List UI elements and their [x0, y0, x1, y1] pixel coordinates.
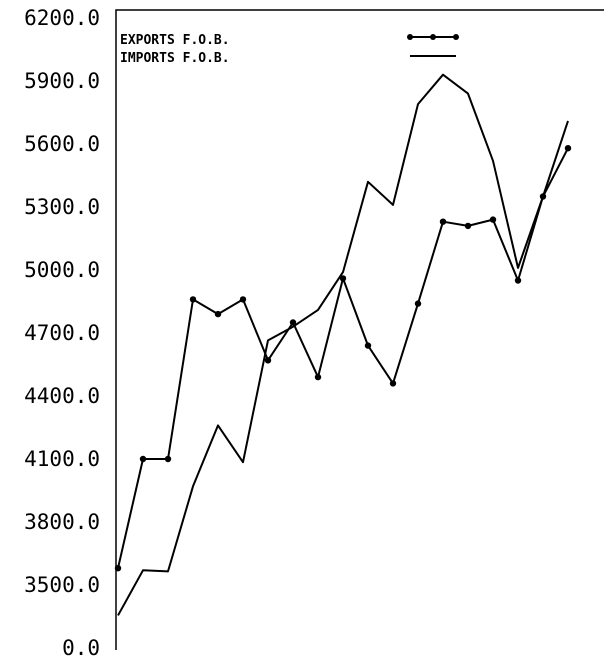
data-point-exports: [464, 222, 472, 230]
data-point-exports: [389, 380, 397, 387]
y-tick-label: 5000.0: [24, 258, 100, 282]
y-tick-label: 3800.0: [24, 510, 100, 534]
data-point-exports: [339, 275, 347, 282]
y-tick-label: 4400.0: [24, 384, 100, 408]
series-layer: [114, 73, 572, 616]
data-point-exports: [189, 296, 197, 303]
data-point-exports: [264, 357, 272, 364]
data-point-exports: [164, 455, 172, 463]
y-tick-label: 5900.0: [24, 69, 100, 93]
y-tick-label: 6200.0: [24, 6, 100, 30]
data-point-exports: [439, 218, 447, 225]
data-point-exports: [414, 300, 422, 307]
legend-label-exports: EXPORTS F.O.B.: [120, 33, 230, 48]
data-point-exports: [289, 319, 297, 326]
y-tick-label: 5300.0: [24, 195, 100, 219]
y-tick-label: 5600.0: [24, 132, 100, 156]
plot-frame: [115, 9, 604, 650]
y-tick-label: 0.0: [62, 636, 100, 657]
data-point-exports: [239, 296, 247, 303]
data-point-exports: [314, 373, 322, 381]
series-line-exports: [117, 147, 569, 569]
data-point-exports: [489, 216, 497, 223]
legend: EXPORTS F.O.B. IMPORTS F.O.B.: [120, 33, 459, 66]
data-point-exports: [214, 310, 222, 318]
legend-swatch-exports: [407, 34, 459, 40]
y-axis-tick-labels: 6200.0 5900.0 5600.0 5300.0 5000.0 4700.0 4400…: [24, 6, 100, 657]
series-line-imports: [117, 73, 569, 616]
data-point-exports: [114, 565, 122, 572]
data-point-exports: [364, 342, 372, 349]
legend-marker-exports: [453, 34, 459, 40]
data-point-exports: [514, 277, 522, 284]
data-point-exports: [139, 455, 147, 463]
y-tick-label: 4100.0: [24, 447, 100, 471]
legend-label-imports: IMPORTS F.O.B.: [120, 51, 230, 66]
y-tick-label: 3500.0: [24, 573, 100, 597]
legend-marker-exports: [430, 34, 436, 40]
legend-marker-exports: [407, 34, 413, 40]
data-point-exports: [564, 145, 572, 152]
y-tick-label: 4700.0: [24, 321, 100, 345]
